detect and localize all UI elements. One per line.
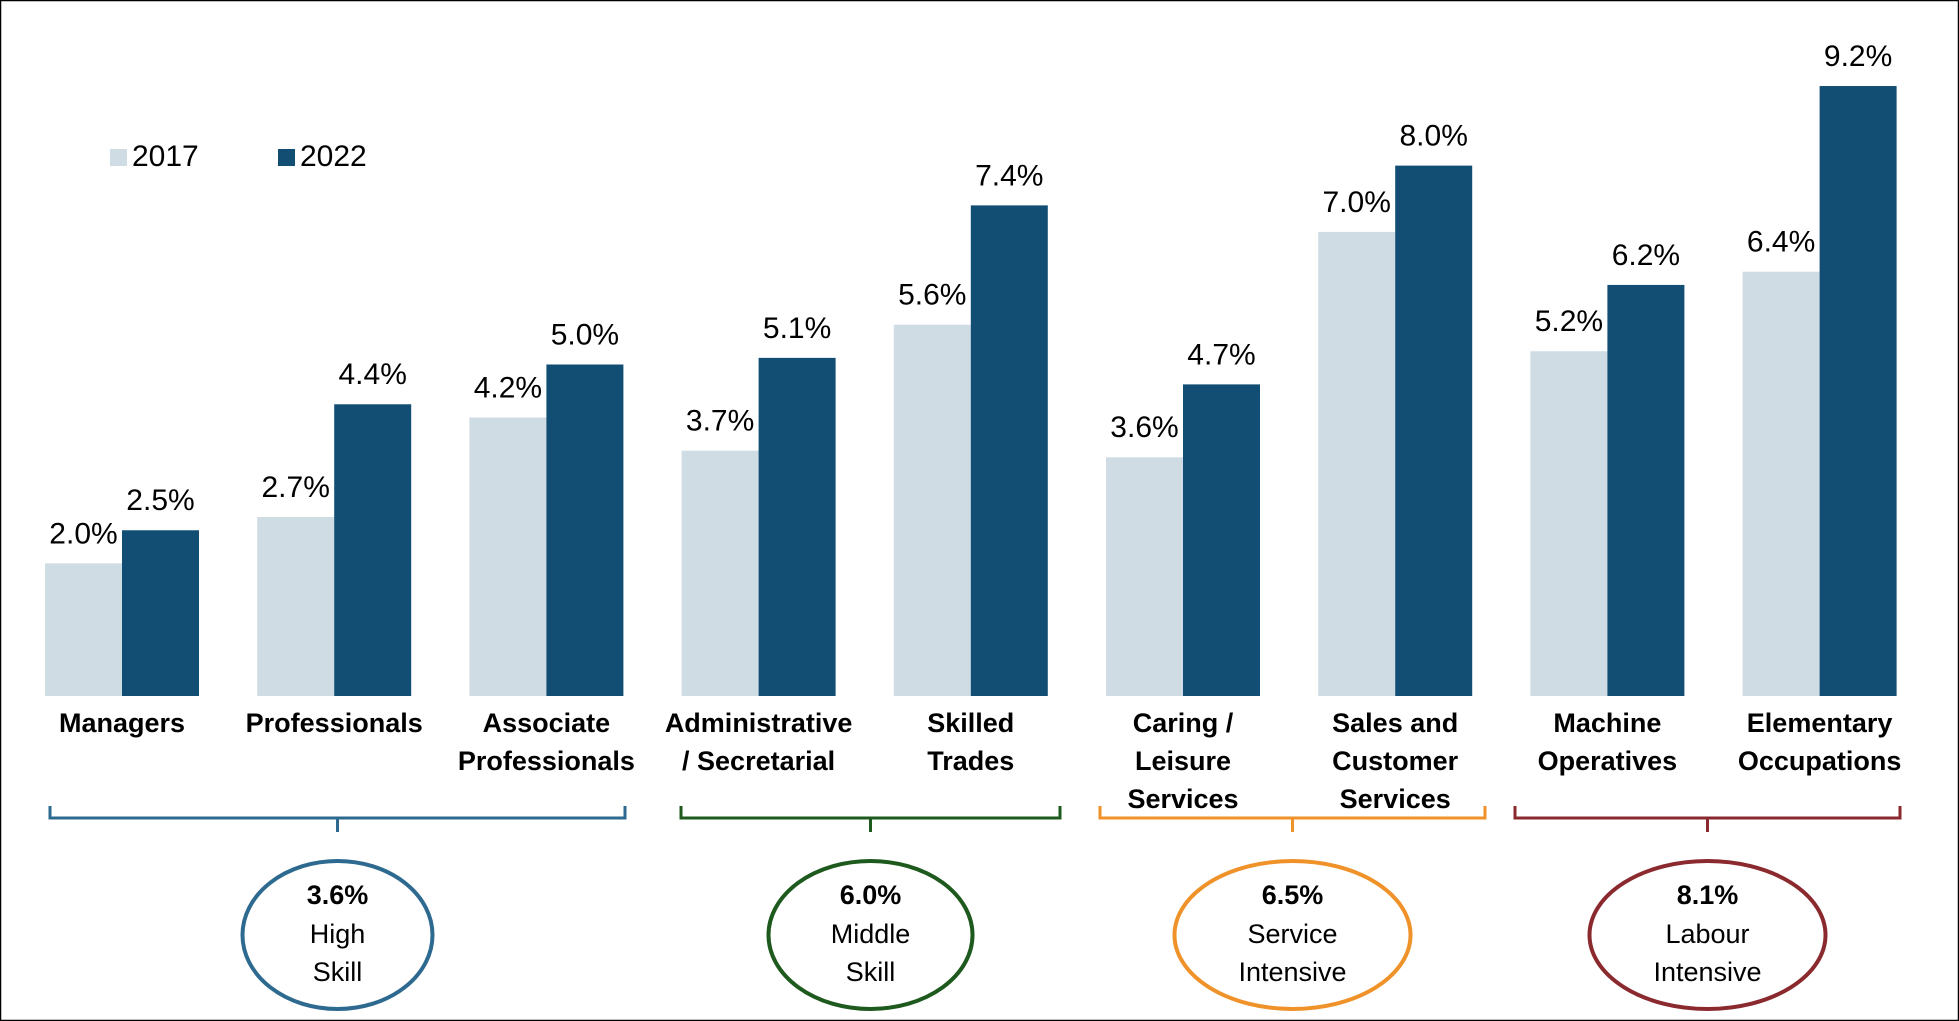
value-label: 4.2% <box>474 371 542 404</box>
group-circle <box>1587 859 1828 1011</box>
bar <box>1395 165 1473 697</box>
group-name: Service Intensive <box>1238 919 1346 987</box>
group-value: 8.1% <box>1677 880 1739 910</box>
value-label: 6.4% <box>1747 226 1815 259</box>
value-label: 2.0% <box>49 517 117 550</box>
category-label: Professionals <box>246 708 423 738</box>
value-label: 5.1% <box>763 312 831 345</box>
category-label: Administrative / Secretarial <box>665 708 853 776</box>
group-bracket <box>1098 806 1487 832</box>
bar <box>1607 284 1685 696</box>
group-circle <box>766 859 975 1011</box>
value-label: 8.0% <box>1400 120 1468 153</box>
bar <box>334 404 412 696</box>
value-label: 4.7% <box>1187 338 1255 371</box>
bar <box>1318 231 1396 696</box>
group-name: Middle Skill <box>831 919 911 987</box>
category-label: Managers <box>59 708 185 738</box>
bar <box>970 205 1048 696</box>
value-label: 4.4% <box>339 358 407 391</box>
bar <box>1106 457 1183 696</box>
group-bracket <box>679 806 1062 832</box>
value-label: 2.5% <box>126 484 194 517</box>
bar <box>122 530 199 696</box>
group-value: 3.6% <box>307 880 369 910</box>
value-label: 9.2% <box>1824 40 1892 73</box>
bar <box>1530 351 1608 696</box>
category-label: Sales and Customer Services <box>1332 708 1459 814</box>
value-label: 7.0% <box>1323 186 1391 219</box>
bar <box>681 450 759 696</box>
value-label: 3.6% <box>1110 411 1178 444</box>
value-label: 6.2% <box>1612 239 1680 272</box>
group-bracket <box>48 806 627 832</box>
bar <box>1183 384 1260 696</box>
value-label: 5.6% <box>898 279 966 312</box>
group-value: 6.5% <box>1262 880 1324 910</box>
group-name: High Skill <box>310 919 366 987</box>
category-label: Associate Professionals <box>458 708 635 776</box>
legend-label: 2022 <box>300 140 367 173</box>
group-name: Labour Intensive <box>1653 919 1761 987</box>
legend-swatch <box>278 149 295 166</box>
legend-label: 2017 <box>132 140 199 173</box>
value-label: 5.0% <box>551 318 619 351</box>
bar <box>546 364 624 696</box>
group-value: 6.0% <box>840 880 902 910</box>
bar <box>1819 86 1897 697</box>
category-label: Caring / Leisure Services <box>1127 708 1238 814</box>
value-label: 3.7% <box>686 405 754 438</box>
value-label: 5.2% <box>1535 305 1603 338</box>
value-label: 2.7% <box>262 471 330 504</box>
group-bracket <box>1513 806 1902 832</box>
bar <box>893 324 971 696</box>
group-circle <box>240 859 435 1011</box>
category-label: Elementary Occupations <box>1738 708 1902 776</box>
group-circle <box>1172 859 1413 1011</box>
bar <box>257 516 335 696</box>
bar <box>45 563 122 696</box>
bar <box>469 417 547 696</box>
category-label: Skilled Trades <box>927 708 1014 776</box>
legend-swatch <box>110 149 127 166</box>
value-label: 7.4% <box>975 159 1043 192</box>
category-label: Machine Operatives <box>1538 708 1678 776</box>
bar <box>1742 271 1820 696</box>
bar <box>758 357 836 696</box>
